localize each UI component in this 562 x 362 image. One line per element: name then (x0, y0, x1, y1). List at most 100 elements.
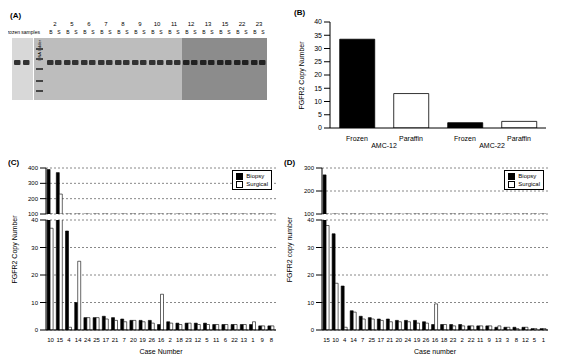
svg-text:10: 10 (332, 337, 339, 343)
svg-text:B: B (185, 29, 189, 35)
svg-text:40: 40 (314, 18, 322, 25)
svg-text:300: 300 (304, 165, 315, 171)
svg-text:40: 40 (307, 217, 314, 223)
svg-text:9: 9 (261, 337, 265, 343)
svg-text:6: 6 (87, 21, 91, 27)
svg-text:S: S (176, 29, 180, 35)
svg-text:5: 5 (318, 111, 322, 118)
svg-text:100: 100 (28, 211, 39, 216)
svg-text:12: 12 (188, 21, 195, 27)
svg-text:S: S (193, 29, 197, 35)
svg-text:35: 35 (314, 32, 322, 39)
svg-text:22: 22 (468, 337, 475, 343)
svg-text:Frozen: Frozen (454, 135, 476, 142)
svg-text:12: 12 (194, 337, 201, 343)
svg-text:25: 25 (368, 337, 375, 343)
svg-text:300: 300 (28, 180, 39, 186)
svg-text:25: 25 (314, 58, 322, 65)
svg-text:15: 15 (323, 337, 330, 343)
svg-text:40: 40 (31, 217, 38, 223)
svg-text:21: 21 (386, 337, 393, 343)
svg-text:23: 23 (450, 337, 457, 343)
svg-text:B: B (117, 29, 121, 35)
svg-text:18: 18 (441, 337, 448, 343)
svg-text:S: S (159, 29, 163, 35)
svg-text:15: 15 (56, 337, 63, 343)
svg-text:15: 15 (222, 21, 229, 27)
svg-text:S: S (227, 29, 231, 35)
svg-text:12: 12 (522, 337, 529, 343)
svg-text:S: S (261, 29, 265, 35)
svg-text:8: 8 (515, 337, 519, 343)
svg-text:6: 6 (224, 337, 228, 343)
svg-text:11: 11 (213, 337, 220, 343)
svg-text:30: 30 (314, 45, 322, 52)
svg-text:2: 2 (53, 21, 57, 27)
svg-text:5: 5 (533, 337, 537, 343)
svg-text:B: B (83, 29, 87, 35)
svg-text:20: 20 (395, 337, 402, 343)
svg-text:1: 1 (251, 337, 255, 343)
svg-text:B: B (168, 29, 172, 35)
svg-text:B: B (134, 29, 138, 35)
svg-text:100: 100 (304, 211, 315, 216)
svg-text:S: S (142, 29, 146, 35)
svg-text:B: B (49, 29, 53, 35)
svg-text:24: 24 (405, 337, 412, 343)
svg-text:19: 19 (139, 337, 146, 343)
svg-text:S: S (57, 29, 61, 35)
svg-text:11: 11 (477, 337, 484, 343)
svg-text:Paraffin: Paraffin (399, 135, 423, 142)
svg-text:Frozen: Frozen (346, 135, 368, 142)
svg-text:24: 24 (84, 337, 91, 343)
svg-text:frozen samples: frozen samples (8, 29, 40, 35)
svg-text:17: 17 (102, 337, 109, 343)
svg-text:15: 15 (314, 85, 322, 92)
svg-text:S: S (108, 29, 112, 35)
svg-text:1: 1 (542, 337, 546, 343)
svg-text:21: 21 (112, 337, 119, 343)
svg-text:7: 7 (123, 337, 127, 343)
svg-text:13: 13 (495, 337, 502, 343)
svg-text:23: 23 (256, 21, 263, 27)
svg-text:10: 10 (31, 300, 38, 306)
svg-text:S: S (125, 29, 129, 35)
svg-text:16: 16 (432, 337, 439, 343)
svg-text:23: 23 (185, 337, 192, 343)
svg-text:2: 2 (169, 337, 173, 343)
svg-text:Paraffin: Paraffin (507, 135, 531, 142)
svg-text:16: 16 (158, 337, 165, 343)
svg-text:0: 0 (318, 124, 322, 131)
svg-text:200: 200 (28, 196, 39, 202)
svg-text:S: S (74, 29, 78, 35)
svg-text:8: 8 (270, 337, 274, 343)
svg-text:20: 20 (130, 337, 137, 343)
svg-text:8: 8 (121, 21, 125, 27)
svg-text:10: 10 (307, 300, 314, 306)
svg-text:B: B (236, 29, 240, 35)
svg-text:10: 10 (154, 21, 161, 27)
svg-text:B: B (219, 29, 223, 35)
svg-text:14: 14 (350, 337, 357, 343)
svg-text:20: 20 (307, 272, 314, 278)
svg-text:400: 400 (28, 165, 39, 171)
svg-text:26: 26 (423, 337, 430, 343)
svg-text:25: 25 (93, 337, 100, 343)
svg-text:7: 7 (361, 337, 365, 343)
svg-text:9: 9 (138, 21, 142, 27)
svg-text:0: 0 (311, 327, 315, 333)
svg-text:20: 20 (31, 272, 38, 278)
svg-text:(A): (A) (10, 11, 21, 20)
svg-text:22: 22 (239, 21, 246, 27)
svg-text:3: 3 (506, 337, 510, 343)
svg-text:DNA ladder: DNA ladder (37, 39, 42, 60)
svg-text:19: 19 (414, 337, 421, 343)
svg-text:B: B (100, 29, 104, 35)
svg-text:Case Number: Case Number (139, 348, 183, 354)
svg-text:4: 4 (67, 337, 71, 343)
svg-text:22: 22 (231, 337, 238, 343)
svg-text:5: 5 (205, 337, 209, 343)
svg-text:Case number: Case number (414, 348, 457, 354)
svg-text:18: 18 (176, 337, 183, 343)
svg-text:30: 30 (31, 245, 38, 251)
